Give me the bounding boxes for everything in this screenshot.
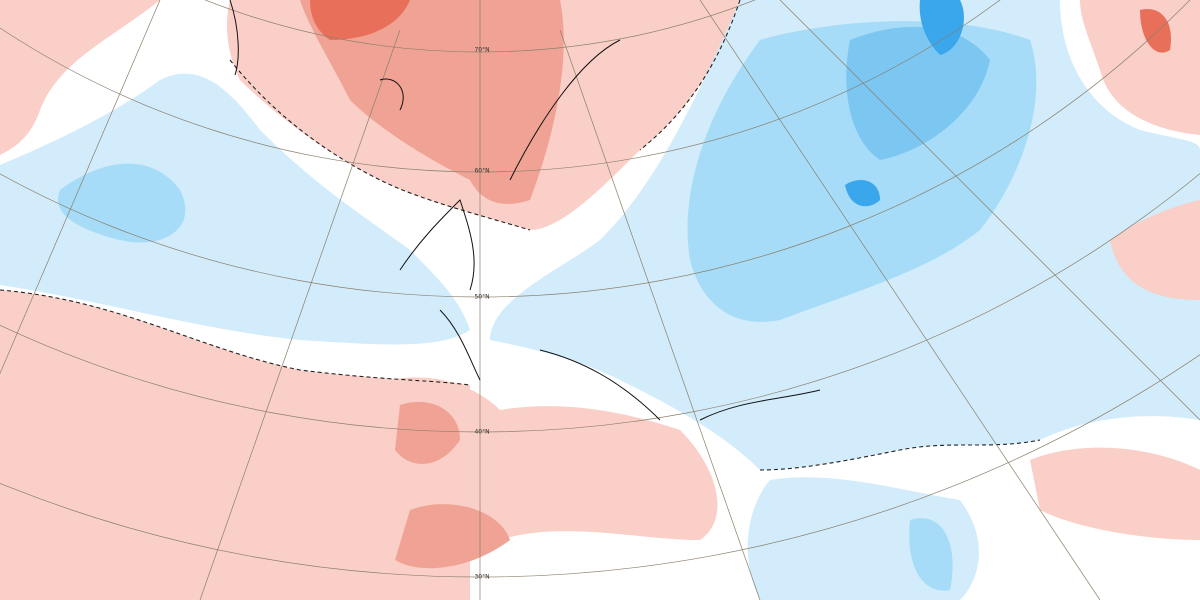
warm-anomaly bbox=[0, 0, 160, 155]
cold-anomaly bbox=[846, 26, 990, 160]
warm-anomaly bbox=[1140, 9, 1171, 53]
latitude-label: 70°N bbox=[474, 47, 489, 54]
warm-anomaly bbox=[395, 401, 460, 464]
contour bbox=[0, 289, 471, 386]
warm-anomaly bbox=[395, 504, 510, 569]
contour bbox=[229, 59, 531, 231]
coastline bbox=[229, 0, 821, 421]
latitude-label: 40°N bbox=[474, 429, 489, 436]
warm-anomaly bbox=[310, 0, 410, 40]
latitude-label: 30°N bbox=[474, 574, 489, 581]
contour bbox=[639, 0, 741, 151]
warm-anomaly bbox=[1110, 200, 1200, 300]
warm-anomaly bbox=[0, 290, 470, 600]
latitude-label: 60°N bbox=[474, 168, 489, 175]
warm-anomaly bbox=[300, 0, 564, 204]
cold-anomaly bbox=[0, 73, 470, 345]
warm-anomaly bbox=[1030, 447, 1200, 540]
cold-anomaly bbox=[58, 163, 186, 243]
cold-anomaly bbox=[919, 0, 964, 55]
latitude-label: 50°N bbox=[474, 294, 489, 301]
cold-anomaly bbox=[845, 180, 880, 207]
cold-anomaly bbox=[909, 518, 953, 591]
